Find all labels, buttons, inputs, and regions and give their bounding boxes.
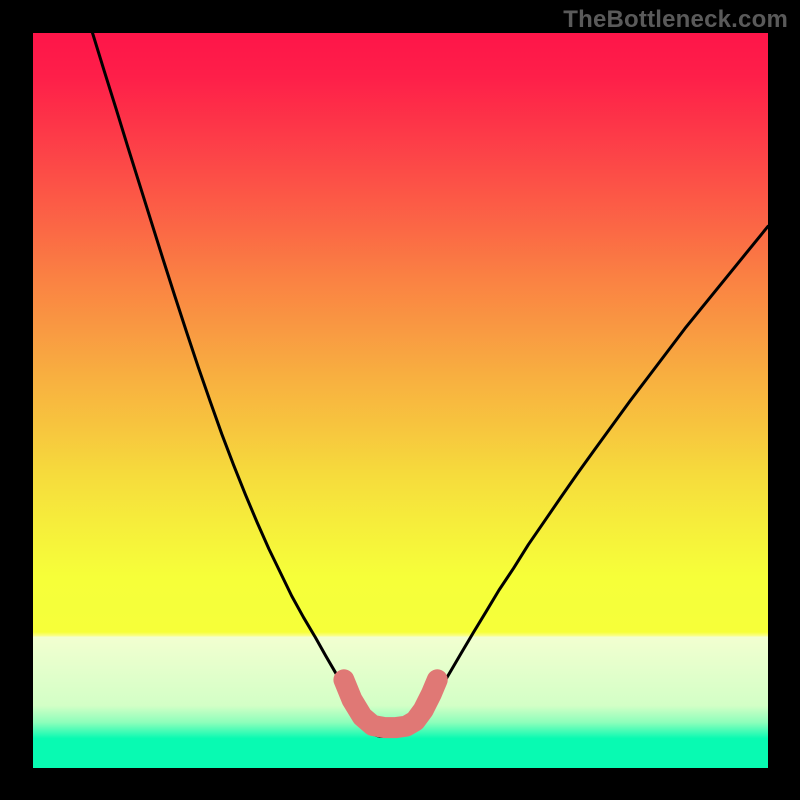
curve-v_curve xyxy=(93,33,768,736)
watermark-text: TheBottleneck.com xyxy=(563,6,788,34)
chart-svg xyxy=(33,33,768,768)
overlay-bottom_u_overlay xyxy=(344,680,437,728)
chart-frame: TheBottleneck.com xyxy=(0,0,800,800)
chart-overlays xyxy=(344,680,437,728)
chart-plot-area xyxy=(33,33,768,768)
chart-curves xyxy=(93,33,768,736)
